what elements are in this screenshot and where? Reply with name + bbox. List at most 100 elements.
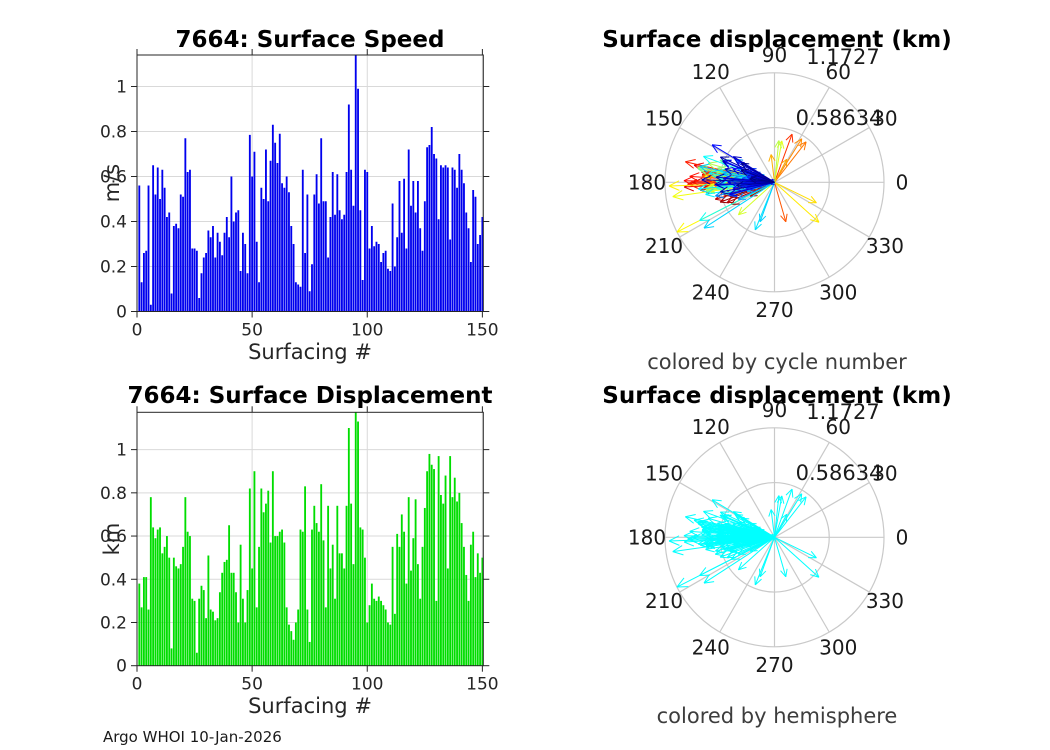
arrows-layer (668, 488, 820, 588)
bar (142, 253, 145, 312)
compass-arrow (774, 181, 817, 204)
bar (193, 600, 196, 666)
polar-hemisphere-title: Surface displacement (km) (602, 383, 952, 409)
bar (338, 210, 341, 312)
theta-tick-label: 330 (866, 589, 904, 613)
bar (244, 622, 247, 666)
bar (278, 531, 281, 666)
bar (184, 138, 187, 312)
bar (288, 192, 290, 312)
speed-y-axis-label: m/s (100, 163, 124, 203)
bar (377, 244, 380, 312)
compass-arrow (774, 495, 783, 538)
theta-tick-label: 330 (866, 234, 904, 258)
bar (414, 212, 417, 312)
bar (281, 183, 283, 312)
bar (184, 497, 187, 666)
compass-arrow (774, 536, 817, 559)
bar (170, 648, 173, 666)
bar (380, 600, 382, 666)
bar (288, 624, 290, 666)
compass-arrow (774, 493, 803, 538)
bar (163, 187, 166, 312)
bar (304, 253, 307, 312)
bar (299, 286, 302, 312)
bar (435, 600, 438, 666)
y-tick-label: 0.2 (100, 613, 127, 633)
bar (442, 167, 445, 312)
bar (465, 212, 468, 312)
bar (304, 486, 307, 666)
polar-hemisphere-caption: colored by hemisphere (656, 704, 898, 728)
bar (221, 572, 224, 666)
bar (396, 533, 399, 666)
compass-arrow (774, 181, 820, 223)
bar (281, 529, 283, 666)
bar (403, 531, 406, 666)
bar (140, 282, 143, 312)
bar (267, 201, 270, 312)
compass-arrow (774, 138, 803, 183)
bar (396, 237, 399, 312)
y-tick-label: 0.8 (100, 123, 127, 143)
bar (260, 488, 263, 666)
bar (347, 104, 350, 312)
bar (255, 607, 258, 666)
bar (294, 622, 297, 666)
bar (430, 127, 433, 312)
bar (269, 160, 272, 312)
bar (398, 546, 401, 666)
bar (327, 505, 330, 666)
bar (237, 622, 240, 666)
bar (299, 529, 302, 666)
theta-tick-label: 150 (645, 107, 683, 131)
bar (205, 618, 207, 666)
bar (301, 531, 304, 666)
bar (382, 605, 385, 666)
bar (444, 475, 447, 666)
bar (343, 568, 346, 666)
bar (410, 570, 412, 666)
theta-tick-label: 210 (645, 234, 683, 258)
compass-arrow (719, 181, 775, 195)
bar (481, 217, 484, 312)
bar (175, 223, 178, 312)
compass-arrow (774, 158, 788, 183)
bar (168, 212, 171, 312)
theta-tick-label: 90 (762, 43, 787, 67)
bar (308, 291, 311, 312)
bar (241, 232, 244, 312)
polar-cycle-caption: colored by cycle number (647, 350, 907, 374)
bar (446, 568, 449, 666)
bar (142, 577, 145, 666)
x-tick-label: 0 (132, 675, 143, 695)
bar (202, 590, 205, 666)
x-tick-label: 100 (351, 675, 383, 695)
theta-tick-label: 240 (692, 281, 730, 305)
bar (200, 585, 203, 666)
bar (195, 250, 198, 312)
bar (239, 271, 242, 312)
compass-arrow (768, 509, 776, 538)
compass-arrow (774, 537, 788, 578)
bar (433, 154, 435, 312)
bar (161, 553, 164, 666)
compass-arrow (737, 181, 775, 200)
bar (202, 257, 205, 312)
bar (274, 536, 277, 666)
bar (428, 145, 431, 312)
theta-tick-label: 30 (872, 462, 897, 486)
bar (412, 181, 415, 312)
y-tick-label: 0.6 (100, 168, 127, 188)
y-tick-label: 1 (116, 78, 127, 98)
polar-theta-labels-layer: 0 30 60 90 120 150 180 210 240 270 300 330 (628, 398, 908, 677)
bar (433, 469, 435, 666)
bar (311, 529, 313, 666)
bar (350, 503, 353, 666)
bar (214, 257, 217, 312)
bar (320, 138, 323, 312)
bar (276, 163, 279, 312)
bar (271, 471, 274, 666)
bar (350, 169, 353, 312)
